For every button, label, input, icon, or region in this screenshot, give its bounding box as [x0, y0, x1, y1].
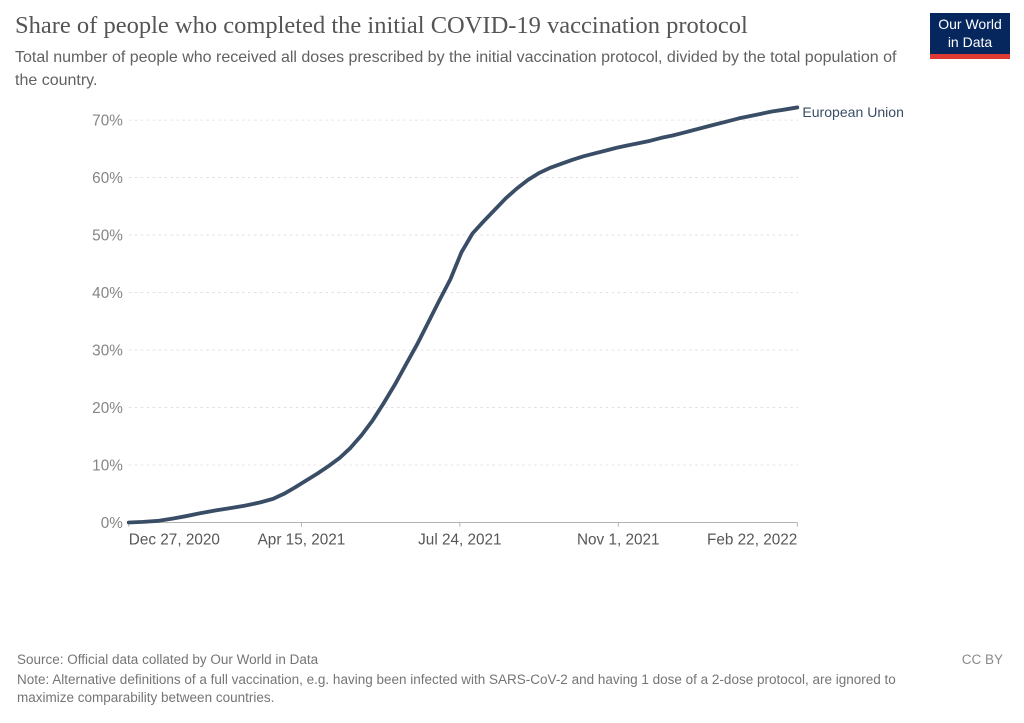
page-subtitle: Total number of people who received all …	[15, 49, 897, 89]
license-badge: CC BY	[961, 652, 1003, 667]
chart-svg: 0% 10% 20% 30% 40% 50% 60% 70% Dec 27, 2020 Apr 1…	[92, 104, 904, 549]
y-axis-label: 10%	[92, 458, 123, 475]
owid-logo-line2: in Data	[947, 34, 993, 50]
page-title: Share of people who completed the initia…	[15, 12, 748, 39]
series-label: European Union	[802, 104, 904, 120]
y-axis-label: 30%	[92, 343, 123, 360]
x-axis-label: Nov 1, 2021	[577, 532, 660, 549]
y-axis-label: 0%	[101, 515, 124, 532]
owid-logo: Our World in Data	[930, 13, 1010, 59]
x-axis-label: Dec 27, 2020	[129, 532, 220, 549]
note-text: Note: Alternative definitions of a full …	[17, 672, 896, 705]
y-axis-label: 50%	[92, 228, 123, 245]
y-axis-label: 60%	[92, 170, 123, 187]
series-line-european-union	[126, 105, 800, 525]
x-axis-label: Jul 24, 2021	[418, 532, 501, 549]
x-axis-label: Apr 15, 2021	[258, 532, 346, 549]
y-axis-label: 20%	[92, 400, 123, 417]
owid-logo-line1: Our World	[938, 16, 1002, 32]
y-axis-label: 70%	[92, 113, 123, 130]
source-text: Source: Official data collated by Our Wo…	[17, 652, 319, 667]
y-axis-label: 40%	[92, 285, 123, 302]
x-axis-label: Feb 22, 2022	[707, 532, 797, 549]
chart-area: 0% 10% 20% 30% 40% 50% 60% 70% Dec 27, 2020 Apr 1…	[0, 95, 1024, 640]
